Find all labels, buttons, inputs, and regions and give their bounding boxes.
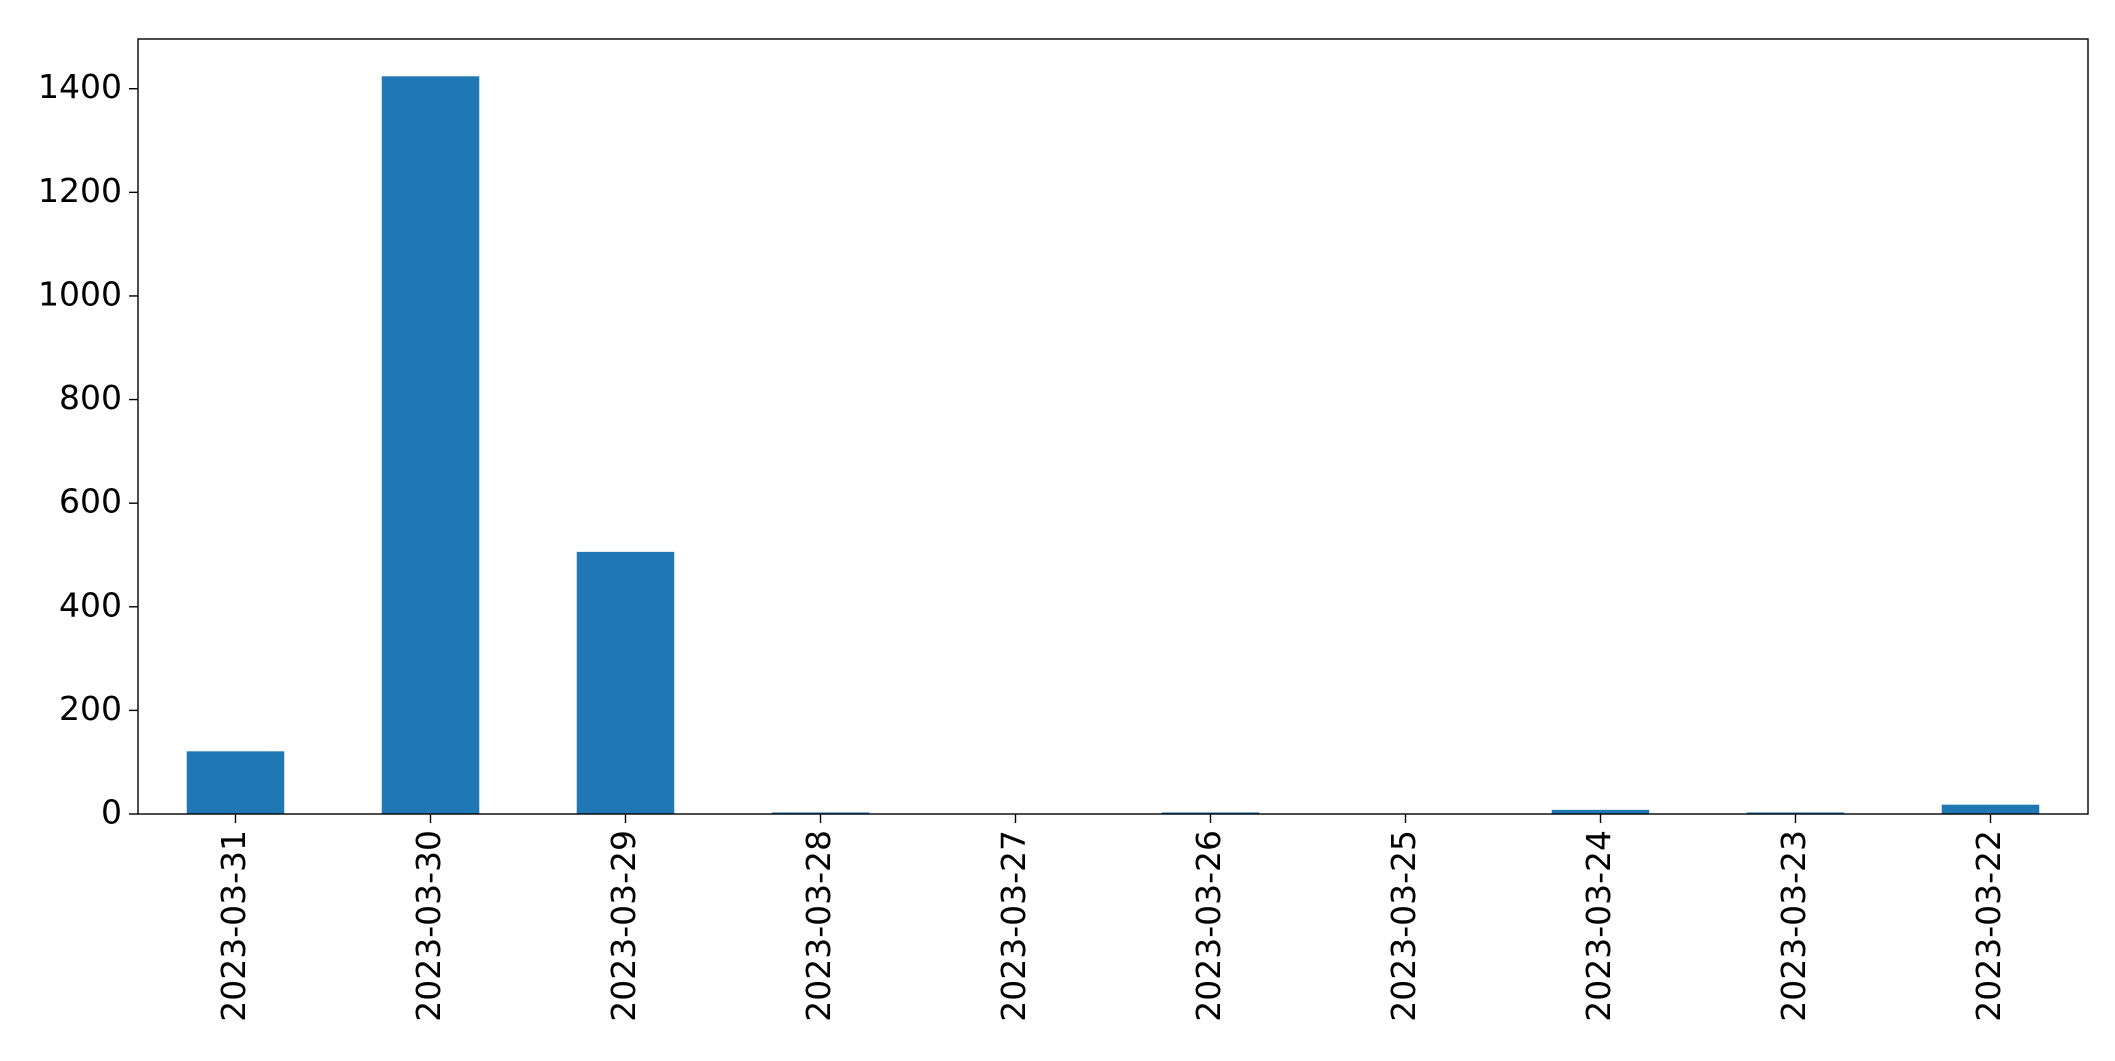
bar (1551, 809, 1650, 814)
bar (1941, 804, 2040, 814)
x-tick-label: 2023-03-25 (1384, 830, 1423, 1022)
bar (771, 812, 870, 814)
plot-frame (137, 38, 2089, 815)
x-tick-label: 2023-03-24 (1579, 830, 1618, 1022)
x-tick-label: 2023-03-22 (1969, 830, 2008, 1022)
y-tick-label: 600 (59, 482, 122, 521)
bar (1746, 812, 1845, 814)
x-tick-label: 2023-03-30 (409, 830, 448, 1022)
y-tick-label: 200 (59, 689, 122, 728)
bar (186, 751, 285, 814)
y-tick-label: 800 (59, 378, 122, 417)
y-tick-label: 1400 (38, 67, 122, 106)
x-tick-label: 2023-03-26 (1189, 830, 1228, 1022)
bar (1161, 812, 1260, 814)
x-tick-label: 2023-03-29 (604, 830, 643, 1022)
y-tick-label: 0 (101, 793, 122, 832)
bar (576, 551, 675, 814)
y-tick-label: 1200 (38, 171, 122, 210)
y-tick-label: 400 (59, 585, 122, 624)
x-tick-label: 2023-03-28 (799, 830, 838, 1022)
bar (381, 76, 480, 815)
y-tick-label: 1000 (38, 274, 122, 313)
x-tick-label: 2023-03-31 (214, 830, 253, 1022)
x-tick-label: 2023-03-27 (994, 830, 1033, 1022)
x-tick-label: 2023-03-23 (1774, 830, 1813, 1022)
